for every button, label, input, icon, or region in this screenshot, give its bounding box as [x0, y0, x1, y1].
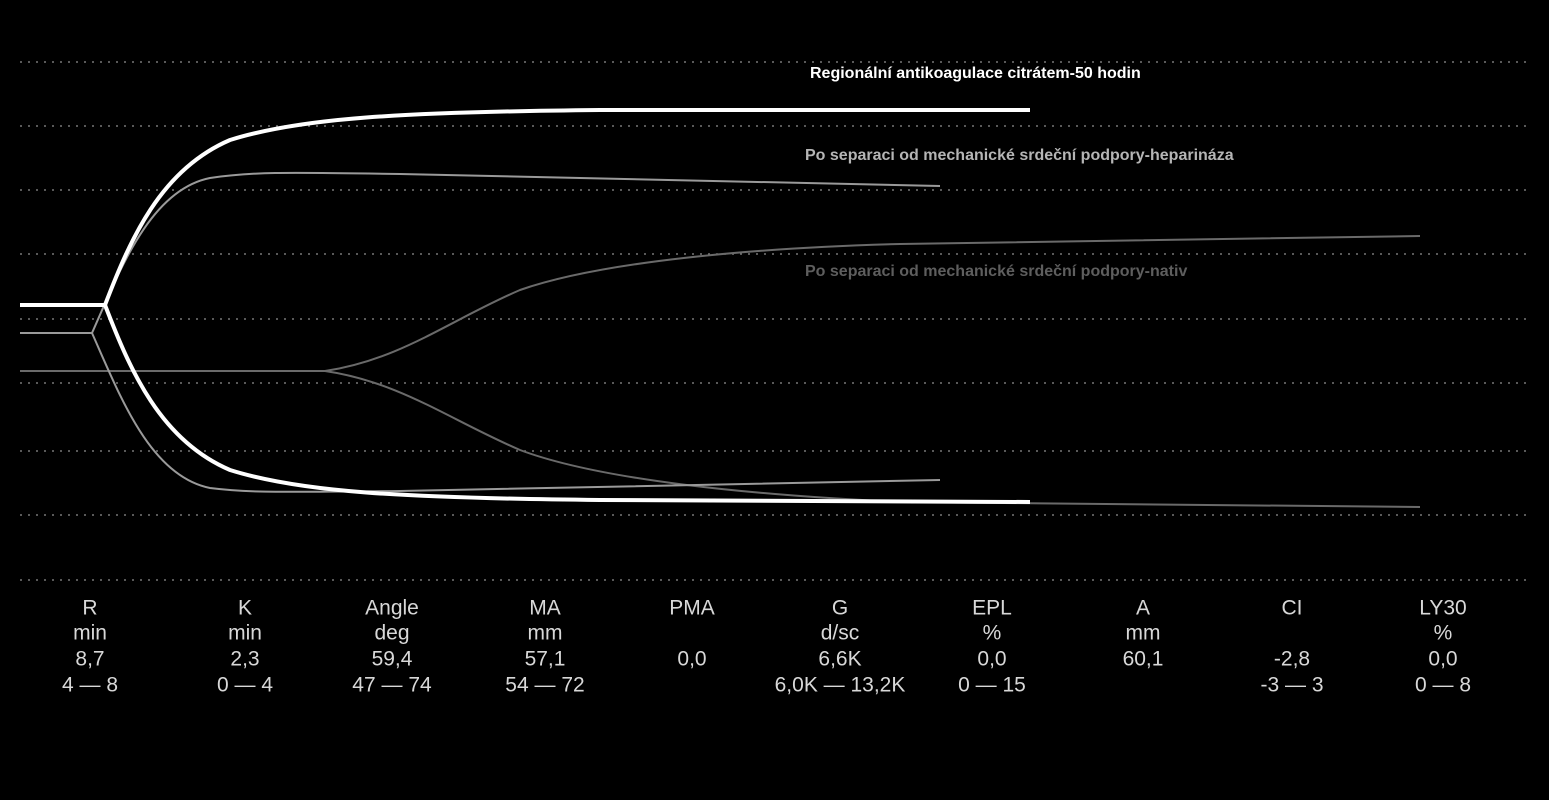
param-range: 0 — 4	[217, 674, 273, 697]
trace-native	[20, 235, 1421, 372]
param-unit: mm	[1126, 622, 1161, 645]
param-value: -2,8	[1274, 648, 1310, 671]
param-name: LY30	[1419, 597, 1467, 620]
param-value: 6,6K	[818, 648, 861, 671]
param-unit: deg	[374, 622, 409, 645]
param-value: 59,4	[372, 648, 413, 671]
param-value: 8,7	[75, 648, 104, 671]
param-range: -3 — 3	[1260, 674, 1323, 697]
param-name: G	[832, 597, 848, 620]
param-value: 2,3	[230, 648, 259, 671]
trace-citrate	[103, 304, 1031, 504]
trace-label: Po separaci od mechanické srdeční podpor…	[805, 263, 1187, 280]
param-unit: %	[1434, 622, 1453, 645]
trace-label: Po separaci od mechanické srdeční podpor…	[805, 147, 1234, 164]
param-range: 6,0K — 13,2K	[775, 674, 906, 697]
param-name: EPL	[972, 597, 1012, 620]
param-name: MA	[529, 597, 561, 620]
param-unit: %	[983, 622, 1002, 645]
param-range: 0 — 8	[1415, 674, 1471, 697]
param-unit: d/sc	[821, 622, 860, 645]
param-range: 4 — 8	[62, 674, 118, 697]
param-value: 0,0	[677, 648, 706, 671]
param-name: A	[1136, 597, 1150, 620]
param-value: 0,0	[1428, 648, 1457, 671]
param-range: 0 — 15	[958, 674, 1026, 697]
param-unit: min	[228, 622, 262, 645]
param-range: 54 — 72	[505, 674, 584, 697]
trace-label: Regionální antikoagulace citrátem-50 hod…	[810, 65, 1141, 82]
param-name: K	[238, 597, 252, 620]
trace-citrate	[20, 108, 1030, 307]
param-unit: mm	[528, 622, 563, 645]
trace-heparinase	[91, 332, 941, 493]
param-range: 47 — 74	[352, 674, 432, 697]
param-value: 60,1	[1123, 648, 1164, 671]
param-value: 0,0	[977, 648, 1006, 671]
param-name: Angle	[365, 597, 419, 620]
param-unit: min	[73, 622, 107, 645]
param-name: R	[82, 597, 97, 620]
trace-native	[324, 370, 1421, 508]
param-name: PMA	[669, 597, 715, 620]
param-value: 57,1	[525, 648, 566, 671]
param-name: CI	[1282, 597, 1303, 620]
